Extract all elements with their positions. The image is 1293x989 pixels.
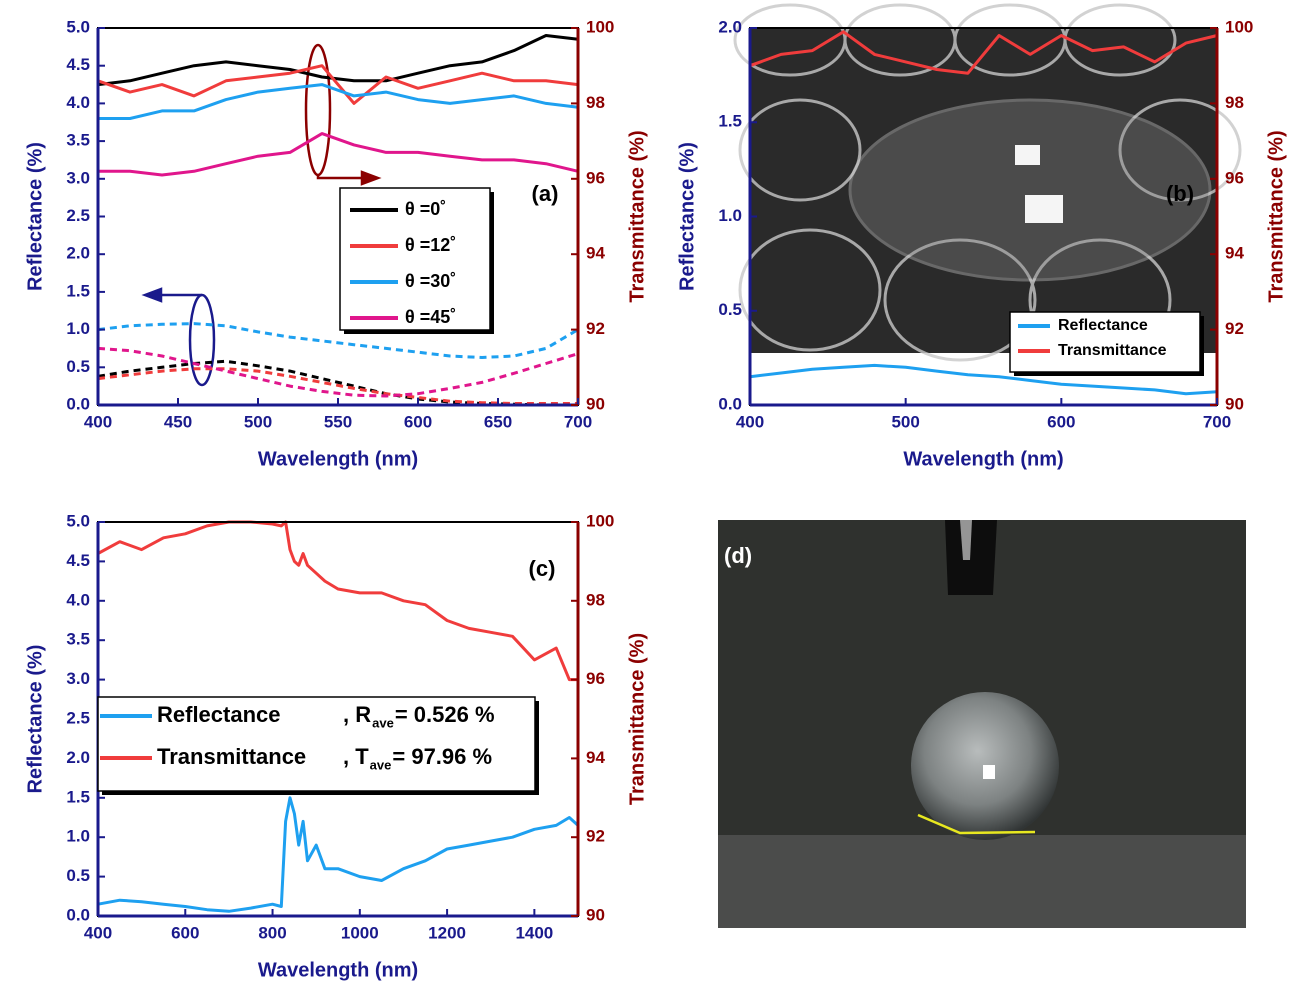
- y2-tick-label: 96: [586, 168, 605, 187]
- y2-tick-label: 92: [586, 827, 605, 846]
- data-line: [98, 134, 578, 175]
- y2-tick-label: 90: [1225, 394, 1244, 413]
- legend-label: Reflectance: [1058, 317, 1148, 334]
- panel-label: (a): [532, 181, 559, 206]
- y-tick-label: 4.0: [66, 590, 90, 609]
- photo-background: [735, 5, 1240, 360]
- x-tick-label: 600: [171, 923, 199, 942]
- panel-label: (b): [1166, 181, 1194, 206]
- y-tick-label: 0.5: [66, 866, 90, 885]
- x-tick-label: 600: [1047, 412, 1075, 431]
- y-tick-label: 0.0: [66, 905, 90, 924]
- y-tick-label: 2.0: [66, 748, 90, 767]
- y-tick-label: 2.5: [66, 206, 90, 225]
- legend-stat-symbol: , R: [343, 702, 371, 727]
- y-tick-label: 1.5: [66, 281, 90, 300]
- y-tick-label: 4.5: [66, 55, 90, 74]
- y2-tick-label: 98: [586, 93, 605, 112]
- y2-tick-label: 100: [1225, 17, 1253, 36]
- y-tick-label: 5.0: [66, 511, 90, 530]
- y-tick-label: 4.5: [66, 551, 90, 570]
- data-line: [98, 324, 578, 358]
- x-tick-label: 700: [564, 412, 592, 431]
- x-tick-label: 1000: [341, 923, 379, 942]
- y-tick-label: 1.0: [66, 319, 90, 338]
- y2-tick-label: 90: [586, 905, 605, 924]
- legend-label: Transmittance: [157, 744, 306, 769]
- panel-label: (d): [724, 543, 752, 568]
- data-line: [98, 522, 578, 680]
- y2-tick-label: 94: [1225, 244, 1244, 263]
- y2-tick-label: 92: [586, 319, 605, 338]
- y-tick-label: 2.5: [66, 708, 90, 727]
- y2-tick-label: 96: [586, 669, 605, 688]
- legend-label: Reflectance: [157, 702, 281, 727]
- x-tick-label: 600: [404, 412, 432, 431]
- y-axis-title: Reflectance (%): [24, 645, 46, 794]
- legend-label: θ =12˚: [405, 235, 456, 255]
- y-tick-label: 2.0: [66, 244, 90, 263]
- y-tick-label: 0.0: [66, 394, 90, 413]
- y-tick-label: 5.0: [66, 17, 90, 36]
- x-tick-label: 500: [891, 412, 919, 431]
- y2-tick-label: 100: [586, 511, 614, 530]
- y2-axis-title: Transmittance (%): [626, 130, 648, 302]
- x-tick-label: 500: [244, 412, 272, 431]
- x-tick-label: 400: [84, 412, 112, 431]
- figure: (d) 400 450 500 550 600 650 700 0.0 0.5 1.0 1.5 2.0…: [0, 0, 1293, 989]
- x-axis-title: Wavelength (nm): [258, 959, 418, 981]
- legend-label: θ =30˚: [405, 271, 456, 291]
- y-tick-label: 3.0: [66, 168, 90, 187]
- legend-label: Transmittance: [1058, 342, 1167, 359]
- legend-stat-value: = 0.526 %: [395, 702, 495, 727]
- data-line: [98, 36, 578, 85]
- y-tick-label: 4.0: [66, 93, 90, 112]
- y-tick-label: 1.5: [718, 112, 742, 131]
- x-tick-label: 550: [324, 412, 352, 431]
- legend-stat-subscript: ave: [372, 715, 394, 730]
- x-tick-label: 1400: [515, 923, 553, 942]
- y-tick-label: 0.5: [66, 357, 90, 376]
- x-tick-label: 650: [484, 412, 512, 431]
- y-tick-label: 3.5: [66, 630, 90, 649]
- data-line: [98, 798, 578, 912]
- x-tick-label: 1200: [428, 923, 466, 942]
- x-axis-title: Wavelength (nm): [903, 448, 1063, 470]
- y2-tick-label: 90: [586, 394, 605, 413]
- y-tick-label: 1.5: [66, 787, 90, 806]
- legend-label: θ =45˚: [405, 307, 456, 327]
- y-tick-label: 0.5: [718, 300, 742, 319]
- legend-label: θ =0˚: [405, 199, 446, 219]
- y-tick-label: 2.0: [718, 17, 742, 36]
- y2-tick-label: 96: [1225, 168, 1244, 187]
- legend-stat-symbol: , T: [343, 744, 369, 769]
- x-tick-label: 800: [258, 923, 286, 942]
- x-tick-label: 400: [84, 923, 112, 942]
- y2-tick-label: 92: [1225, 319, 1244, 338]
- y2-tick-label: 98: [1225, 93, 1244, 112]
- y2-tick-label: 94: [586, 244, 605, 263]
- y-axis-title: Reflectance (%): [24, 142, 46, 291]
- panel-label: (c): [529, 556, 556, 581]
- x-axis-title: Wavelength (nm): [258, 448, 418, 470]
- x-tick-label: 700: [1203, 412, 1231, 431]
- y-tick-label: 3.5: [66, 131, 90, 150]
- y-axis-title: Reflectance (%): [676, 142, 698, 291]
- droplet-photo: (d): [718, 520, 1246, 928]
- y2-tick-label: 98: [586, 590, 605, 609]
- data-line: [98, 85, 578, 119]
- x-tick-label: 400: [736, 412, 764, 431]
- y2-tick-label: 100: [586, 17, 614, 36]
- y2-tick-label: 94: [586, 748, 605, 767]
- y2-axis-title: Transmittance (%): [1265, 130, 1287, 302]
- y-tick-label: 0.0: [718, 394, 742, 413]
- y-tick-label: 1.0: [718, 206, 742, 225]
- legend-stat-subscript: ave: [370, 757, 392, 772]
- legend-stat-value: = 97.96 %: [392, 744, 492, 769]
- y-tick-label: 1.0: [66, 827, 90, 846]
- y-tick-label: 3.0: [66, 669, 90, 688]
- y2-axis-title: Transmittance (%): [626, 633, 648, 805]
- x-tick-label: 450: [164, 412, 192, 431]
